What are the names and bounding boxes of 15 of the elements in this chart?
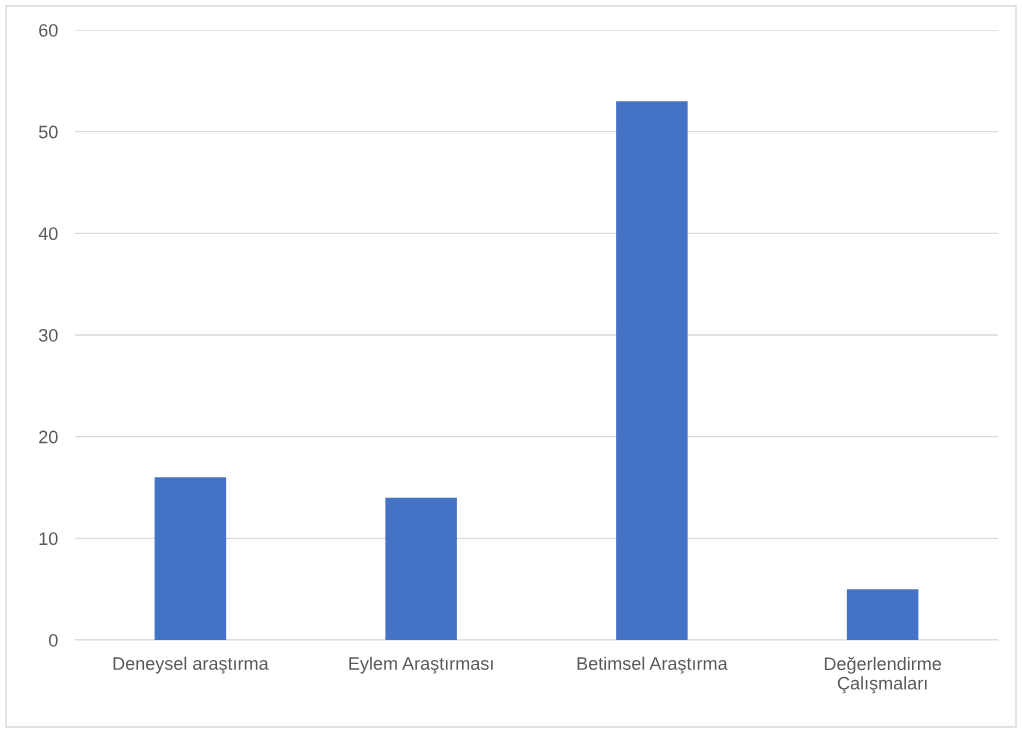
bar [154,477,227,640]
bar [385,497,457,640]
x-tick-label: Betimsel Araştırma [577,656,728,674]
y-tick-label: 0 [49,633,58,647]
bar [616,101,688,640]
y-tick-label: 10 [39,532,58,546]
y-tick-label: 20 [39,430,58,444]
y-tick-label: 40 [38,227,58,241]
y-tick-label: 30 [38,328,58,342]
bar [846,589,919,640]
y-tick-label: 60 [39,23,58,37]
x-tick-label: Değerlendirme Çalışmaları [824,656,942,694]
x-tick-label: Deneysel araştırma [113,656,269,674]
x-tick-label: Eylem Araştırması [349,656,493,674]
y-tick-label: 50 [38,125,58,139]
